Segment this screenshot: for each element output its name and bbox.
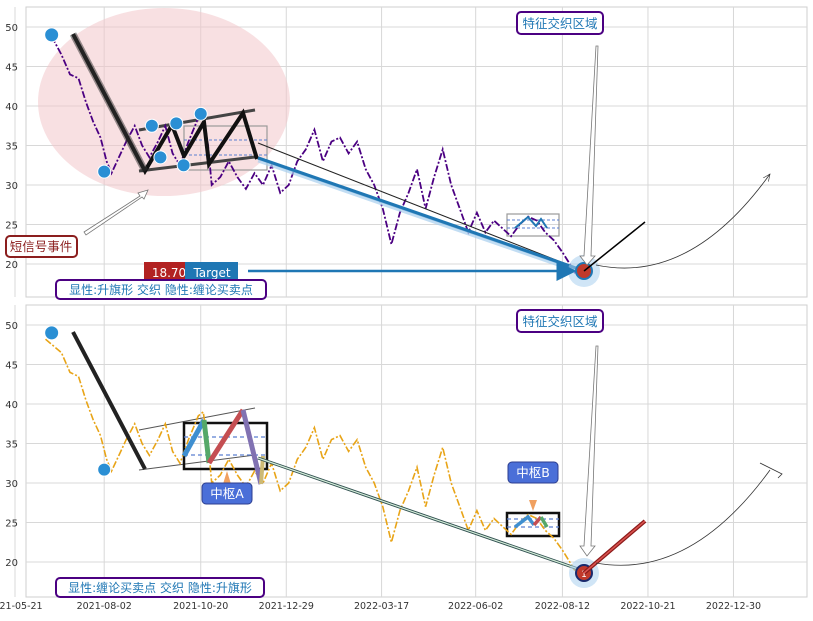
pivot-a-label: 中枢A bbox=[210, 486, 244, 501]
price-tag-label: 18.70 bbox=[152, 266, 186, 280]
top-marker-2 bbox=[144, 118, 159, 133]
top-y-tick-2: 30 bbox=[5, 181, 18, 192]
bottom-y-tick-5: 45 bbox=[5, 361, 18, 372]
top-marker-1 bbox=[97, 164, 112, 179]
top-marker-5 bbox=[176, 158, 191, 173]
bottom-leg-1 bbox=[71, 331, 147, 470]
top-status-label: 显性:升旗形 交织 隐性:缠论买卖点 bbox=[69, 282, 253, 297]
top-y-tick-3: 35 bbox=[5, 142, 18, 153]
pivot-a-badge bbox=[201, 482, 253, 505]
top-y-ticks: 20 25 30 35 40 45 50 bbox=[5, 23, 18, 271]
swing-purple-1 bbox=[240, 409, 264, 485]
x-tick-8: 2022-12-30 bbox=[706, 601, 761, 612]
lower-trend-line bbox=[257, 156, 585, 273]
x-tick-0: 2021-05-21 bbox=[0, 601, 43, 612]
short-signal-label: 短信号事件 bbox=[10, 239, 73, 254]
lower-trend-shadow bbox=[257, 159, 585, 276]
flag-lower-line bbox=[138, 155, 256, 173]
x-tick-5: 2022-06-02 bbox=[448, 601, 503, 612]
bottom-flag-lower bbox=[138, 454, 256, 471]
bottom-feature-zone-box bbox=[516, 309, 604, 333]
bottom-marker-0 bbox=[44, 325, 60, 341]
x-ticks: 2021-05-21 2021-08-02 2021-10-20 2021-12-29… bbox=[0, 601, 761, 612]
top-price-series bbox=[50, 36, 577, 275]
top-marker-6 bbox=[193, 106, 208, 121]
bottom-trend-highlight bbox=[257, 457, 585, 572]
top-y-tick-4: 40 bbox=[5, 102, 18, 113]
upper-trend-line bbox=[257, 142, 585, 272]
bottom-status-box bbox=[55, 577, 265, 598]
pivot-a-box bbox=[182, 421, 269, 471]
pivot-b-box bbox=[505, 511, 561, 538]
top-markers bbox=[44, 27, 208, 179]
x-tick-7: 2022-10-21 bbox=[620, 601, 675, 612]
price-tag-box bbox=[144, 262, 194, 282]
top-pivot-box-b bbox=[506, 213, 560, 237]
bottom-status-label: 显性:缠论买卖点 交织 隐性:升旗形 bbox=[68, 580, 252, 595]
zigzag-stroke bbox=[71, 33, 259, 176]
top-pivot-box-a bbox=[183, 125, 268, 171]
pivot-b-label: 中枢B bbox=[516, 465, 550, 480]
bottom-target-label: 1 bbox=[581, 570, 587, 580]
top-mini-zigzag bbox=[514, 215, 548, 229]
top-panel: 20 25 30 35 40 45 50 特征交织区域 bbox=[5, 6, 808, 300]
bottom-projection-highlight bbox=[583, 520, 646, 574]
swing-blue-1 bbox=[181, 418, 207, 458]
pivot-a-pointer bbox=[223, 471, 231, 484]
pivot-b-badge bbox=[507, 461, 559, 484]
bottom-y-tick-6: 50 bbox=[5, 321, 18, 332]
top-status-box bbox=[55, 279, 267, 300]
bottom-feature-zone-label: 特征交织区域 bbox=[522, 314, 597, 329]
mini-swing-blue bbox=[513, 514, 536, 529]
top-y-tick-6: 50 bbox=[5, 23, 18, 34]
swing-green-1 bbox=[201, 419, 212, 464]
bottom-plot-frame bbox=[25, 304, 808, 598]
top-marker-3 bbox=[153, 150, 168, 165]
x-tick-3: 2021-12-29 bbox=[259, 601, 314, 612]
bottom-marker-1 bbox=[97, 462, 112, 477]
top-y-tick-5: 45 bbox=[5, 63, 18, 74]
bottom-projection-cap bbox=[759, 462, 783, 479]
short-signal-box bbox=[5, 235, 78, 258]
x-tick-4: 2022-03-17 bbox=[354, 601, 409, 612]
top-feature-zone-box bbox=[516, 11, 604, 35]
x-tick-6: 2022-08-12 bbox=[535, 601, 590, 612]
top-marker-0 bbox=[44, 27, 60, 43]
top-y-tick-1: 25 bbox=[5, 221, 18, 232]
top-projection-curve bbox=[595, 174, 770, 269]
swing-red-1 bbox=[206, 408, 246, 465]
top-feature-zone-label: 特征交织区域 bbox=[522, 16, 597, 31]
target-tag-label: Target bbox=[192, 266, 230, 280]
bottom-y-tick-3: 35 bbox=[5, 440, 18, 451]
bottom-y-tick-2: 30 bbox=[5, 479, 18, 490]
zigzag-leg-1 bbox=[69, 32, 149, 173]
bottom-panel: 20 25 30 35 40 45 50 1 bbox=[5, 304, 808, 598]
top-marker-4 bbox=[169, 116, 184, 131]
target-tag-box bbox=[185, 262, 238, 282]
bottom-projection-curve bbox=[595, 469, 771, 566]
bottom-y-tick-1: 25 bbox=[5, 519, 18, 530]
top-projection-line bbox=[583, 221, 646, 272]
bottom-feature-arrow bbox=[579, 345, 599, 557]
x-tick-1: 2021-08-02 bbox=[77, 601, 132, 612]
bottom-price-series bbox=[44, 338, 577, 573]
bottom-y-tick-0: 20 bbox=[5, 558, 18, 569]
bottom-y-ticks: 20 25 30 35 40 45 50 bbox=[5, 321, 18, 569]
pivot-b-pointer bbox=[529, 500, 537, 511]
short-signal-arrow bbox=[83, 189, 149, 236]
bottom-grid bbox=[14, 305, 807, 597]
bottom-markers bbox=[44, 325, 112, 477]
top-y-tick-0: 20 bbox=[5, 260, 18, 271]
mini-swing-green bbox=[539, 516, 549, 528]
bottom-y-tick-4: 40 bbox=[5, 400, 18, 411]
x-tick-2: 2021-10-20 bbox=[173, 601, 228, 612]
top-feature-arrow bbox=[579, 45, 599, 266]
pattern-ellipse bbox=[38, 8, 290, 196]
